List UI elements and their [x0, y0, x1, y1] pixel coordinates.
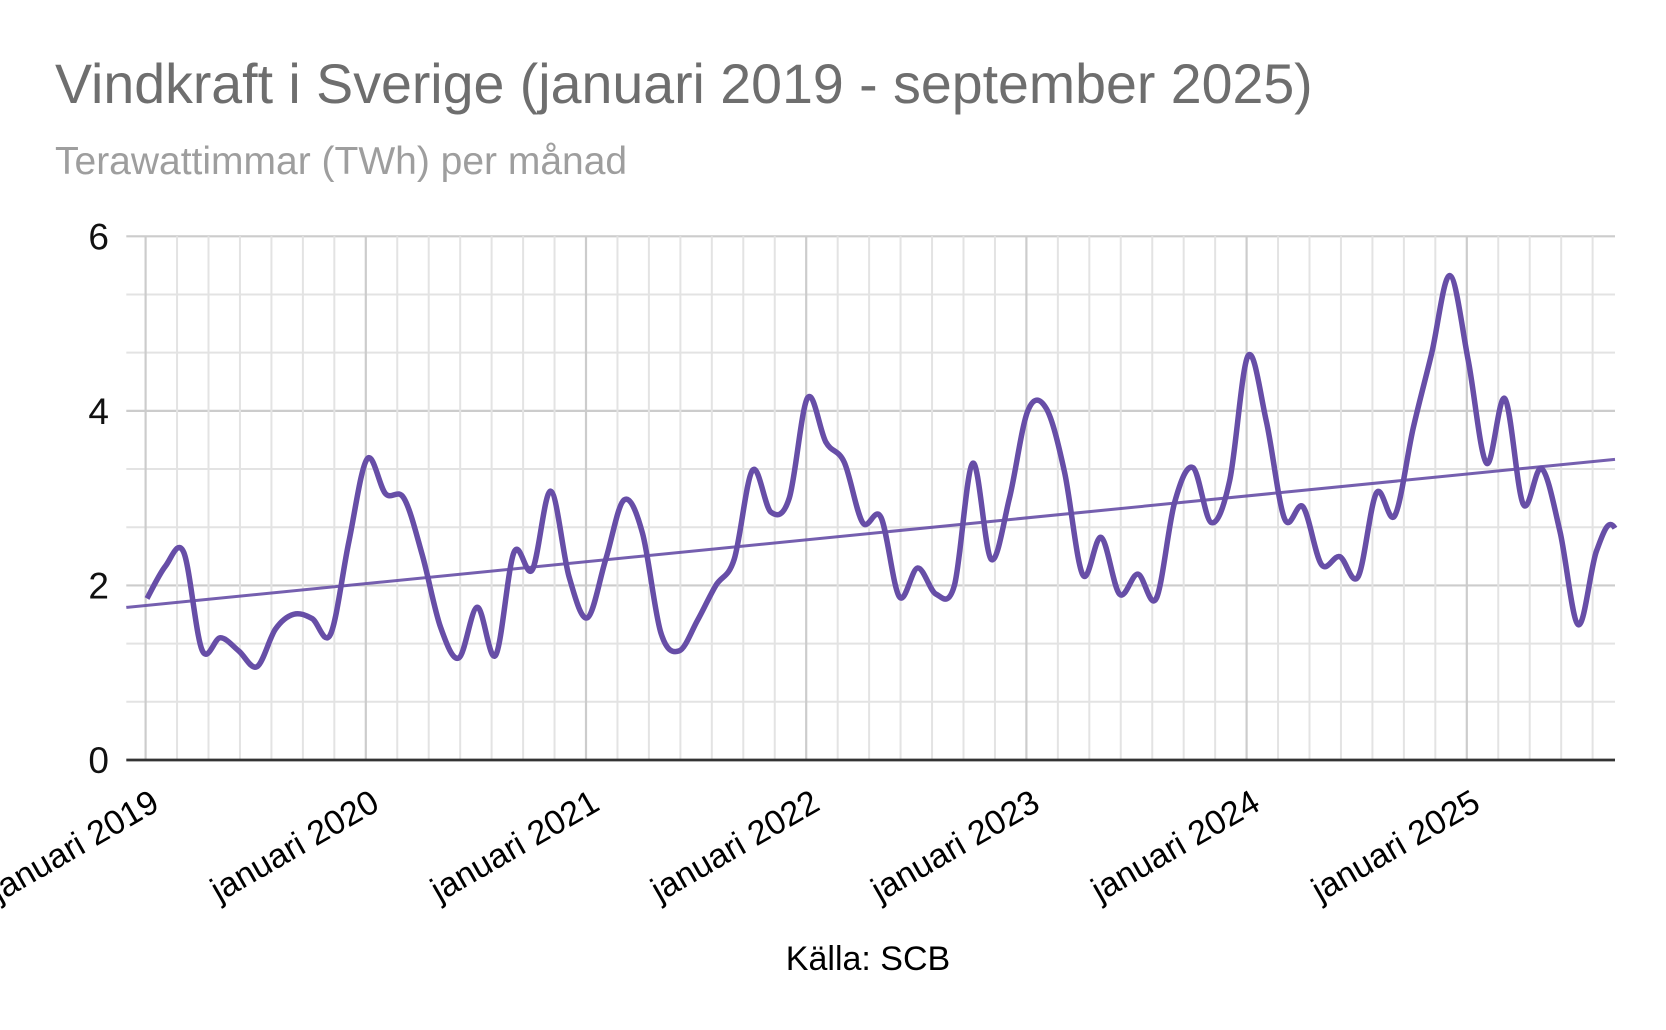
- svg-text:6: 6: [88, 217, 109, 258]
- svg-text:Vindkraft i Sverige (januari 2: Vindkraft i Sverige (januari 2019 - sept…: [55, 53, 1313, 115]
- svg-text:2: 2: [88, 566, 109, 607]
- svg-text:Terawattimmar (TWh) per månad: Terawattimmar (TWh) per månad: [55, 140, 627, 183]
- svg-text:0: 0: [88, 740, 109, 781]
- svg-text:4: 4: [88, 391, 109, 432]
- svg-text:Källa: SCB: Källa: SCB: [786, 940, 950, 978]
